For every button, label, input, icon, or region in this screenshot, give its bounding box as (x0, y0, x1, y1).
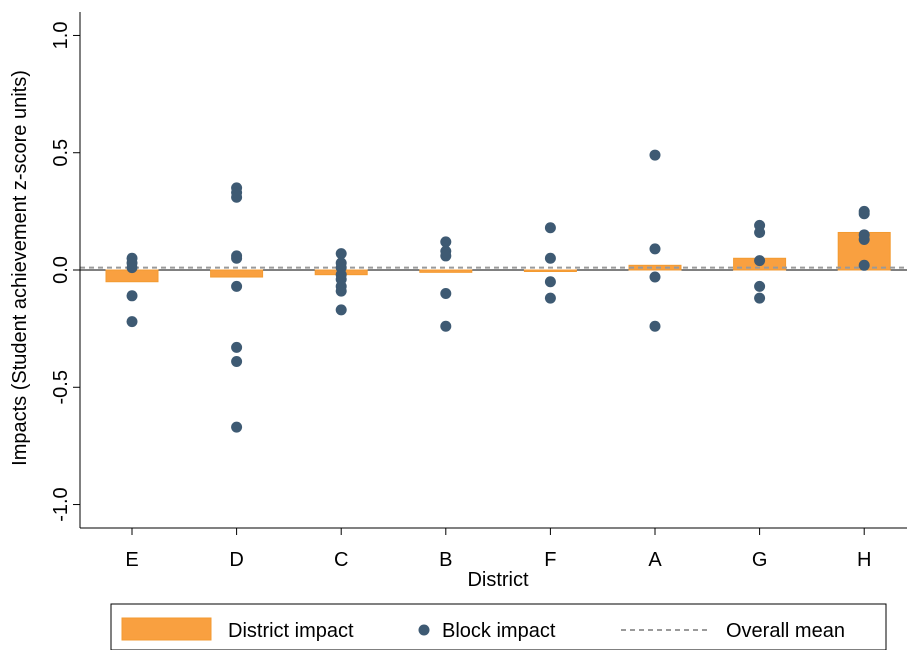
plot-area (80, 149, 907, 433)
block-point-B-3 (440, 287, 452, 299)
block-point-G-4 (754, 292, 766, 304)
x-tick-label: G (752, 549, 768, 571)
block-point-H-3 (858, 234, 870, 246)
legend-label-block-impact: Block impact (442, 620, 556, 642)
block-point-A-2 (649, 271, 661, 283)
block-point-D-5 (231, 280, 243, 292)
block-point-B-4 (440, 320, 452, 332)
block-point-C-6 (335, 285, 347, 297)
bar-district-D (210, 269, 264, 278)
y-tick-label: 0.0 (50, 256, 72, 284)
legend-swatch-block-impact (418, 624, 430, 636)
block-point-D-4 (231, 252, 243, 264)
block-point-F-0 (544, 222, 556, 234)
block-point-H-4 (858, 259, 870, 271)
block-point-C-0 (335, 248, 347, 260)
axes: Impacts (Student achievement z-score uni… (9, 12, 907, 591)
block-point-G-3 (754, 280, 766, 292)
block-point-D-8 (231, 421, 243, 433)
block-point-D-6 (231, 341, 243, 353)
block-point-B-0 (440, 236, 452, 248)
block-point-A-0 (649, 149, 661, 161)
block-point-A-3 (649, 320, 661, 332)
block-point-F-2 (544, 276, 556, 288)
x-tick-label: C (334, 549, 348, 571)
legend-label-overall-mean: Overall mean (726, 620, 845, 642)
x-tick-label: B (439, 549, 452, 571)
x-tick-label: E (125, 549, 138, 571)
bar-district-F (523, 269, 577, 272)
x-axis-label: District (467, 569, 529, 591)
y-tick-label: -0.5 (50, 370, 72, 404)
block-point-D-2 (231, 191, 243, 203)
block-point-B-2 (440, 250, 452, 262)
x-tick-label: F (544, 549, 556, 571)
block-point-F-3 (544, 292, 556, 304)
legend-box (110, 603, 887, 651)
y-tick-label: 0.5 (50, 139, 72, 167)
x-tick-label: A (648, 549, 662, 571)
block-point-G-1 (754, 226, 766, 238)
block-point-F-1 (544, 252, 556, 264)
block-point-E-4 (126, 316, 138, 328)
y-tick-label: -1.0 (50, 487, 72, 521)
block-point-D-7 (231, 355, 243, 367)
block-point-C-7 (335, 304, 347, 316)
legend-swatch-district-impact (121, 617, 212, 641)
block-point-E-2 (126, 262, 138, 274)
block-point-H-1 (858, 208, 870, 220)
x-tick-label: H (857, 549, 871, 571)
legend: District impact Block impact Overall mea… (110, 603, 887, 651)
bar-district-B (419, 269, 473, 273)
block-point-E-3 (126, 290, 138, 302)
legend-label-district-impact: District impact (228, 620, 354, 642)
y-tick-label: 1.0 (50, 22, 72, 50)
x-tick-label: D (229, 549, 243, 571)
bar-district-A (628, 264, 682, 271)
y-axis-label: Impacts (Student achievement z-score uni… (9, 70, 31, 466)
block-point-G-2 (754, 255, 766, 267)
block-point-A-1 (649, 243, 661, 255)
